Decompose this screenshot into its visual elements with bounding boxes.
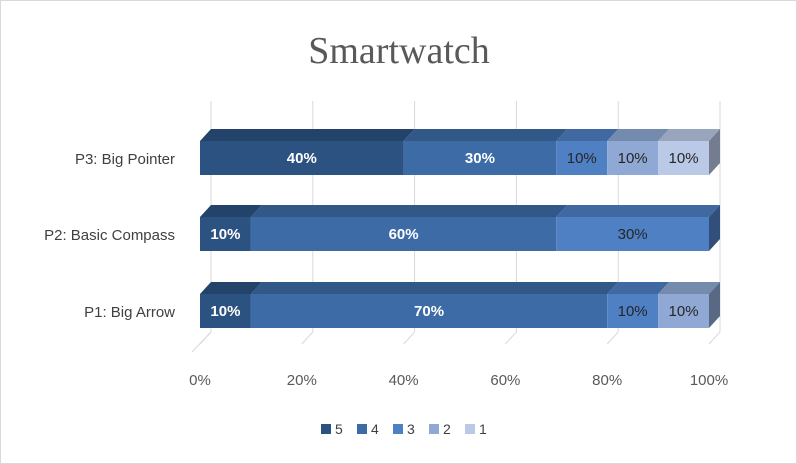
- bar-segment: [556, 217, 709, 251]
- bar-segment: [403, 141, 557, 175]
- legend-label: 4: [371, 421, 379, 437]
- bar-segment: [200, 141, 404, 175]
- y-axis-categories: P1: Big Arrow P2: Basic Compass P3: Big Po…: [44, 151, 175, 321]
- legend: 5 4 3 2 1: [321, 421, 487, 437]
- legend-swatch: [321, 424, 331, 434]
- bar-segment: [200, 217, 251, 251]
- data-label: 10%: [618, 150, 648, 167]
- bar-segment-top: [658, 282, 720, 294]
- category-label: P3: Big Pointer: [75, 151, 175, 168]
- data-label: 10%: [567, 150, 597, 167]
- x-tick-label: 20%: [287, 372, 317, 389]
- bar-segment: [250, 294, 608, 328]
- bar-segment: [607, 294, 659, 328]
- data-label: 10%: [669, 150, 699, 167]
- data-label: 10%: [669, 303, 699, 320]
- data-label: 60%: [389, 226, 419, 243]
- bar-segment-top: [607, 282, 670, 294]
- bar-segment: [658, 294, 709, 328]
- bar-segment-side: [709, 282, 720, 328]
- bar-segment: [658, 141, 709, 175]
- bars: 10% 70% 10% 10% 10% 60% 30% 40% 30% 10% 10% 10%: [200, 129, 720, 328]
- bar-segment: [200, 294, 251, 328]
- bar-segment: [607, 141, 659, 175]
- bar-segment-side: [709, 129, 720, 175]
- bar-segment: [556, 141, 608, 175]
- data-label: 30%: [618, 226, 648, 243]
- legend-swatch: [465, 424, 475, 434]
- gridline-floor: [708, 331, 721, 345]
- legend-swatch: [429, 424, 439, 434]
- x-tick-label: 40%: [389, 372, 419, 389]
- legend-label: 2: [443, 421, 451, 437]
- bar-segment-side: [709, 205, 720, 251]
- bar-segment: [250, 217, 557, 251]
- bar-segment-top: [403, 129, 568, 141]
- floor-edge: [191, 331, 212, 353]
- bar-segment-top: [200, 205, 262, 217]
- bar-segment-top: [250, 282, 619, 294]
- gridline-floor: [606, 331, 619, 345]
- legend-label: 3: [407, 421, 415, 437]
- data-label: 40%: [287, 150, 317, 167]
- legend-label: 1: [479, 421, 487, 437]
- data-label: 10%: [618, 303, 648, 320]
- legend-swatch: [357, 424, 367, 434]
- bar-segment-top: [607, 129, 670, 141]
- data-label: 10%: [210, 226, 240, 243]
- bar-segment-top: [556, 129, 619, 141]
- bar-segment-top: [658, 129, 720, 141]
- gridline-floor: [301, 331, 314, 345]
- x-axis-ticks: 0% 20% 40% 60% 80% 100%: [189, 372, 728, 389]
- data-label: 30%: [465, 150, 495, 167]
- x-tick-label: 0%: [189, 372, 211, 389]
- data-label: 70%: [414, 303, 444, 320]
- bar-segment-top: [556, 205, 720, 217]
- bar-segment-top: [200, 129, 415, 141]
- legend-swatch: [393, 424, 403, 434]
- x-tick-label: 60%: [490, 372, 520, 389]
- gridline-floor: [403, 331, 415, 345]
- gridline-floor: [505, 331, 517, 345]
- data-label: 10%: [210, 303, 240, 320]
- x-tick-label: 100%: [690, 372, 728, 389]
- x-tick-label: 80%: [592, 372, 622, 389]
- bar-segment-top: [250, 205, 568, 217]
- bar-segment-top: [200, 282, 262, 294]
- category-label: P2: Basic Compass: [44, 227, 175, 244]
- legend-label: 5: [335, 421, 343, 437]
- chart-title: Smartwatch: [308, 30, 490, 72]
- category-label: P1: Big Arrow: [84, 304, 175, 321]
